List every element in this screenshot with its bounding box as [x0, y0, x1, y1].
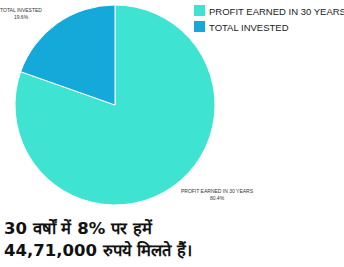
legend-swatch [194, 5, 205, 16]
slice-label: TOTAL INVESTED [0, 7, 42, 13]
slice-value-label: 80.4% [210, 195, 225, 201]
pie [15, 5, 215, 205]
legend-label: PROFIT EARNED IN 30 YEARS [209, 6, 344, 17]
slice-label: PROFIT EARNED IN 30 YEARS [181, 188, 254, 194]
legend-label: TOTAL INVESTED [209, 22, 289, 33]
chart: PROFIT EARNED IN 30 YEARS80.4%TOTAL INVE… [0, 0, 344, 267]
slice-value-label: 19.6% [14, 14, 29, 20]
caption: 30 वर्षों में 8% पर हमें [4, 218, 153, 238]
legend: PROFIT EARNED IN 30 YEARS TOTAL INVESTED [194, 5, 344, 33]
pie-slice [21, 5, 115, 105]
legend-swatch [194, 21, 205, 32]
pie-slice [15, 5, 215, 205]
caption: 44,71,000 रुपये मिलते हैं। [4, 240, 192, 260]
